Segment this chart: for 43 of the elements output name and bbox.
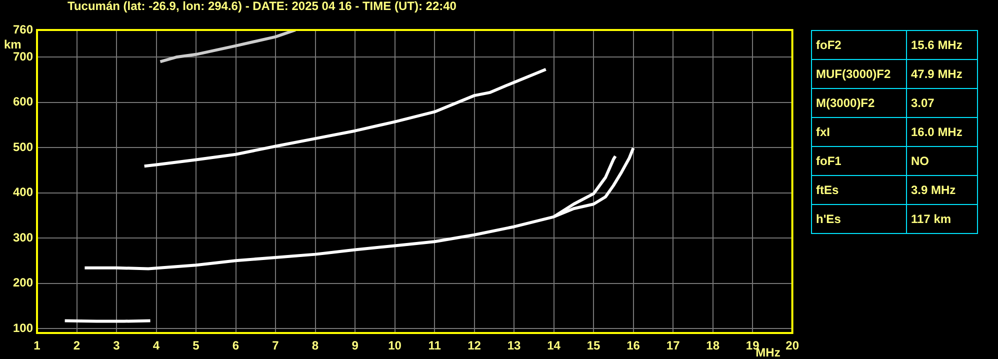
text: 3.07 [906,88,978,118]
x-tick-label: 18 [706,338,720,353]
x-tick-label: 15 [586,338,601,353]
text: 15.6 MHz [906,30,978,60]
text: 3.9 MHz [906,176,978,204]
y-tick-label: 600 [12,94,34,109]
text: MUF(3000)F2 [812,60,906,88]
y-tick-label: 500 [12,140,34,154]
text: 16.0 MHz [906,118,978,146]
x-tick-label: 1 [34,338,41,353]
x-tick-label: 6 [232,338,240,353]
y-tick-label: 100 [12,320,34,335]
x-tick-label: 16 [626,338,640,353]
x-tick-label: 20 [786,338,800,353]
x-tick-label: 13 [507,338,522,353]
x-tick-label: 2 [73,338,80,353]
y-tick-label: 760 [12,22,34,36]
text: NO [906,146,978,176]
x-tick-label: 17 [666,338,680,353]
text: fxI [812,118,906,146]
text: 47.9 MHz [906,60,978,88]
x-tick-label: 11 [428,338,442,353]
chart-title: Tucumán (lat: -26.9, lon: 294.6) - DATE: 2025 04 16 - TIME (UT): 22:40 [66,0,458,13]
x-tick-label: 14 [547,338,561,353]
x-tick-label: 5 [192,338,200,353]
text: ftEs [812,176,906,204]
y-tick-label: 200 [12,276,34,290]
text: foF1 [812,146,906,176]
x-tick-label: 7 [272,338,280,353]
text: M(3000)F2 [812,88,906,118]
x-tick-label: 4 [152,338,160,353]
text: 117 km [906,204,978,234]
x-tick-label: 9 [352,338,359,353]
y-axis-title: km [4,37,22,52]
text: h'Es [812,204,906,234]
y-tick-label: 300 [12,230,34,244]
x-tick-label: 3 [113,338,120,353]
x-tick-label: 12 [468,338,482,353]
y-tick-label: 700 [12,49,34,64]
text: foF2 [812,30,906,60]
x-tick-label: 8 [312,338,319,353]
x-tick-label: 10 [388,338,402,353]
y-tick-label: 400 [12,185,34,200]
